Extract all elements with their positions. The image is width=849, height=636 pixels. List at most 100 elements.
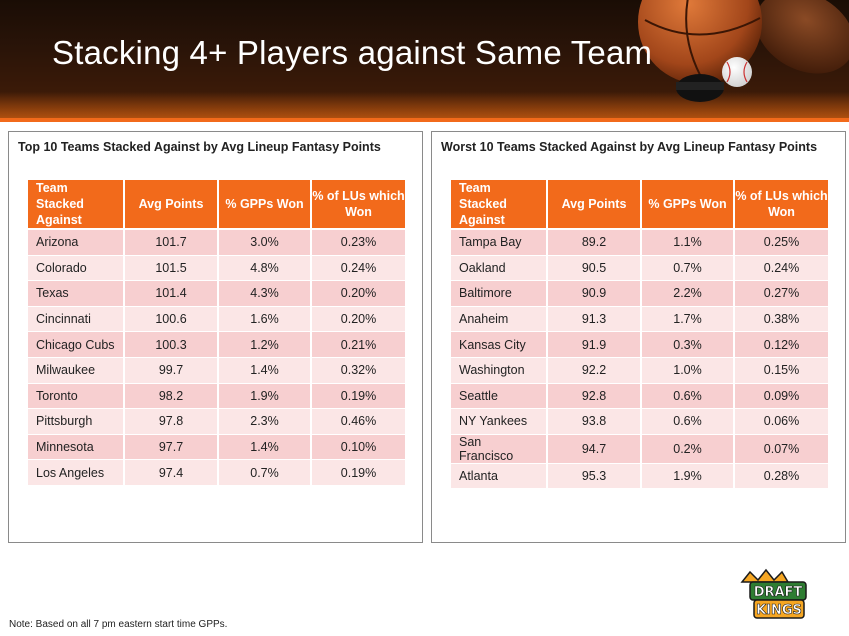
cell-team: Anaheim: [451, 306, 548, 333]
cell-lus-won: 0.09%: [735, 383, 828, 410]
cell-lus-won: 0.24%: [735, 255, 828, 282]
cell-lus-won: 0.10%: [312, 434, 405, 461]
baseball-icon: [722, 57, 752, 87]
cell-team: Minnesota: [28, 434, 125, 461]
worst-teams-table: Team Stacked Against Avg Points % GPPs W…: [451, 180, 828, 490]
cell-avg-points: 91.9: [548, 332, 642, 358]
cell-gpps-won: 1.4%: [219, 434, 312, 461]
cell-lus-won: 0.24%: [312, 255, 405, 282]
cell-gpps-won: 1.1%: [642, 230, 735, 256]
cell-lus-won: 0.46%: [312, 409, 405, 435]
cell-gpps-won: 4.8%: [219, 255, 312, 282]
table-row: San Francisco 94.7 0.2% 0.07%: [451, 434, 828, 464]
table-row: Baltimore 90.9 2.2% 0.27%: [451, 281, 828, 307]
cell-avg-points: 101.4: [125, 281, 219, 307]
table-row: NY Yankees 93.8 0.6% 0.06%: [451, 409, 828, 435]
table-row: Kansas City 91.9 0.3% 0.12%: [451, 332, 828, 358]
col-header-avg-points: Avg Points: [125, 180, 219, 230]
table-row: Atlanta 95.3 1.9% 0.28%: [451, 463, 828, 490]
cell-gpps-won: 1.9%: [219, 383, 312, 410]
cell-avg-points: 92.2: [548, 357, 642, 384]
cell-gpps-won: 2.3%: [219, 409, 312, 435]
cell-gpps-won: 0.6%: [642, 409, 735, 435]
cell-team: Seattle: [451, 383, 548, 410]
col-header-lus-won: % of LUs which Won: [312, 180, 405, 230]
cell-lus-won: 0.21%: [312, 332, 405, 358]
cell-team: NY Yankees: [451, 409, 548, 435]
cell-avg-points: 95.3: [548, 463, 642, 490]
cell-lus-won: 0.06%: [735, 409, 828, 435]
col-header-gpps-won: % GPPs Won: [219, 180, 312, 230]
crown-icon: [740, 568, 790, 583]
top-teams-heading: Top 10 Teams Stacked Against by Avg Line…: [18, 140, 381, 154]
cell-avg-points: 97.7: [125, 434, 219, 461]
cell-gpps-won: 1.9%: [642, 463, 735, 490]
cell-gpps-won: 4.3%: [219, 281, 312, 307]
cell-lus-won: 0.15%: [735, 357, 828, 384]
cell-avg-points: 100.6: [125, 306, 219, 333]
table-row: Texas 101.4 4.3% 0.20%: [28, 281, 405, 307]
cell-team: Milwaukee: [28, 357, 125, 384]
worst-teams-heading: Worst 10 Teams Stacked Against by Avg Li…: [441, 140, 818, 154]
cell-team: Los Angeles: [28, 460, 125, 486]
cell-gpps-won: 0.3%: [642, 332, 735, 358]
svg-text:KINGS: KINGS: [756, 603, 802, 618]
cell-gpps-won: 1.7%: [642, 306, 735, 333]
cell-gpps-won: 1.6%: [219, 306, 312, 333]
table-row: Colorado 101.5 4.8% 0.24%: [28, 255, 405, 282]
cell-team: Kansas City: [451, 332, 548, 358]
cell-avg-points: 92.8: [548, 383, 642, 410]
table-row: Minnesota 97.7 1.4% 0.10%: [28, 434, 405, 461]
cell-team: Arizona: [28, 230, 125, 256]
table-row: Los Angeles 97.4 0.7% 0.19%: [28, 460, 405, 486]
cell-gpps-won: 0.7%: [642, 255, 735, 282]
cell-lus-won: 0.27%: [735, 281, 828, 307]
table-row: Anaheim 91.3 1.7% 0.38%: [451, 306, 828, 333]
col-header-lus-won: % of LUs which Won: [735, 180, 828, 230]
col-header-team: Team Stacked Against: [451, 180, 548, 230]
cell-avg-points: 90.5: [548, 255, 642, 282]
svg-text:DRAFT: DRAFT: [754, 585, 803, 600]
cell-team: Chicago Cubs: [28, 332, 125, 358]
table-row: Cincinnati 100.6 1.6% 0.20%: [28, 306, 405, 333]
cell-avg-points: 100.3: [125, 332, 219, 358]
cell-team: Toronto: [28, 383, 125, 410]
col-header-team: Team Stacked Against: [28, 180, 125, 230]
col-header-gpps-won: % GPPs Won: [642, 180, 735, 230]
cell-team: Baltimore: [451, 281, 548, 307]
top-teams-panel: Top 10 Teams Stacked Against by Avg Line…: [8, 131, 423, 543]
cell-avg-points: 99.7: [125, 357, 219, 384]
cell-avg-points: 90.9: [548, 281, 642, 307]
cell-avg-points: 97.8: [125, 409, 219, 435]
cell-lus-won: 0.20%: [312, 306, 405, 333]
table-header-row: Team Stacked Against Avg Points % GPPs W…: [28, 180, 405, 230]
cell-gpps-won: 1.0%: [642, 357, 735, 384]
sports-balls-image: [638, 0, 849, 102]
table-row: Pittsburgh 97.8 2.3% 0.46%: [28, 409, 405, 435]
table-row: Washington 92.2 1.0% 0.15%: [451, 357, 828, 384]
table-row: Tampa Bay 89.2 1.1% 0.25%: [451, 230, 828, 256]
cell-avg-points: 93.8: [548, 409, 642, 435]
cell-lus-won: 0.07%: [735, 434, 828, 464]
col-header-avg-points: Avg Points: [548, 180, 642, 230]
cell-gpps-won: 2.2%: [642, 281, 735, 307]
cell-lus-won: 0.19%: [312, 460, 405, 486]
table-row: Oakland 90.5 0.7% 0.24%: [451, 255, 828, 282]
football-icon: [755, 0, 849, 74]
cell-team: Tampa Bay: [451, 230, 548, 256]
cell-lus-won: 0.23%: [312, 230, 405, 256]
cell-team: Texas: [28, 281, 125, 307]
cell-lus-won: 0.12%: [735, 332, 828, 358]
cell-team: San Francisco: [451, 434, 548, 464]
cell-gpps-won: 1.2%: [219, 332, 312, 358]
cell-gpps-won: 0.2%: [642, 434, 735, 464]
table-header-row: Team Stacked Against Avg Points % GPPs W…: [451, 180, 828, 230]
cell-team: Washington: [451, 357, 548, 384]
table-row: Milwaukee 99.7 1.4% 0.32%: [28, 357, 405, 384]
cell-avg-points: 101.5: [125, 255, 219, 282]
cell-avg-points: 98.2: [125, 383, 219, 410]
table-row: Arizona 101.7 3.0% 0.23%: [28, 230, 405, 256]
cell-lus-won: 0.20%: [312, 281, 405, 307]
cell-team: Pittsburgh: [28, 409, 125, 435]
cell-team: Cincinnati: [28, 306, 125, 333]
